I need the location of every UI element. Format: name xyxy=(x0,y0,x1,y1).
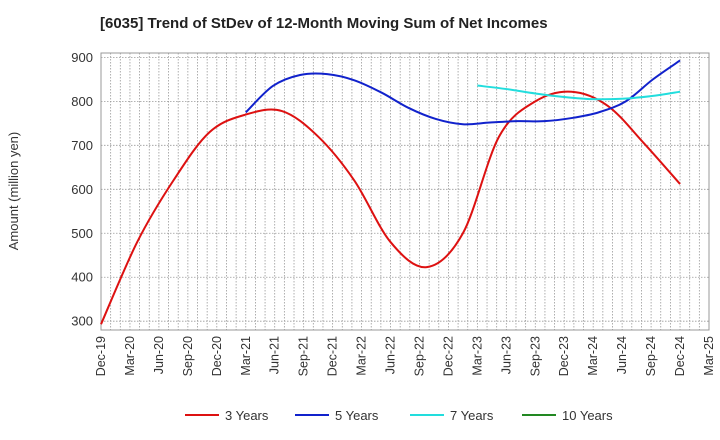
x-tick-label: Jun-22 xyxy=(384,336,398,374)
x-tick-label: Sep-20 xyxy=(181,336,195,376)
y-tick-label: 600 xyxy=(71,182,93,197)
legend-label: 10 Years xyxy=(562,408,613,423)
x-tick-label: Dec-24 xyxy=(673,336,687,376)
x-tick-label: Mar-23 xyxy=(470,336,484,376)
x-tick-label: Dec-22 xyxy=(441,336,455,376)
chart-title: [6035] Trend of StDev of 12-Month Moving… xyxy=(100,15,548,32)
x-tick-label: Mar-22 xyxy=(355,336,369,376)
x-tick-label: Mar-21 xyxy=(239,336,253,376)
legend-label: 5 Years xyxy=(335,408,379,423)
series-line-3-years xyxy=(100,90,681,325)
legend: 3 Years 5 Years 7 Years 10 Years xyxy=(185,408,613,423)
y-tick-label: 300 xyxy=(71,314,93,329)
grid-lines xyxy=(100,53,710,330)
x-tick-label: Sep-22 xyxy=(412,336,426,376)
plot-area xyxy=(100,52,710,331)
x-axis-ticks: Dec-19 Mar-20 Jun-20 Sep-20 Dec-20 Mar-21 Jun-… xyxy=(94,336,716,376)
x-tick-label: Jun-23 xyxy=(499,336,513,374)
series-line-5-years xyxy=(245,59,681,126)
y-axis-label: Amount (million yen) xyxy=(6,132,21,251)
x-tick-label: Sep-24 xyxy=(644,336,658,376)
x-tick-label: Jun-24 xyxy=(615,336,629,374)
x-tick-label: Jun-21 xyxy=(268,336,282,374)
x-tick-label: Jun-20 xyxy=(152,336,166,374)
y-axis-ticks: 300 400 500 600 700 800 900 xyxy=(71,50,93,329)
x-tick-label: Dec-20 xyxy=(210,336,224,376)
x-tick-label: Mar-25 xyxy=(702,336,716,376)
y-tick-label: 800 xyxy=(71,94,93,109)
x-tick-label: Sep-23 xyxy=(528,336,542,376)
x-tick-label: Dec-19 xyxy=(94,336,108,376)
x-tick-label: Mar-20 xyxy=(123,336,137,376)
x-tick-label: Sep-21 xyxy=(297,336,311,376)
y-tick-label: 700 xyxy=(71,138,93,153)
y-tick-label: 500 xyxy=(71,226,93,241)
y-tick-label: 400 xyxy=(71,270,93,285)
x-tick-label: Dec-23 xyxy=(557,336,571,376)
x-tick-label: Dec-21 xyxy=(326,336,340,376)
series-line-7-years xyxy=(477,84,681,101)
y-tick-label: 900 xyxy=(71,50,93,65)
series-lines xyxy=(100,59,681,325)
legend-label: 3 Years xyxy=(225,408,269,423)
x-tick-label: Mar-24 xyxy=(586,336,600,376)
legend-label: 7 Years xyxy=(450,408,494,423)
